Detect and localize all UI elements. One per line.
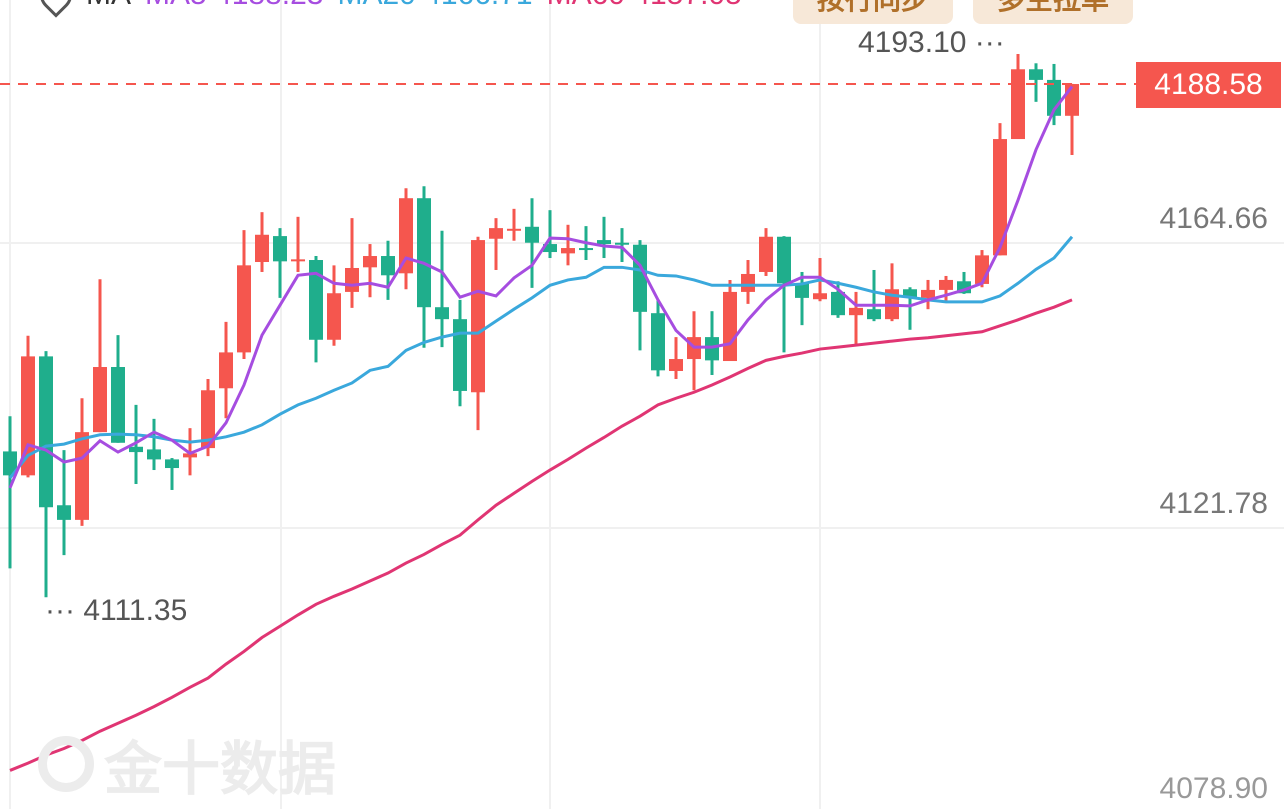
candle-down — [831, 291, 845, 316]
ma60-legend: MA60 4157.05 — [547, 0, 742, 12]
ma20-legend: MA20 4166.71 — [337, 0, 532, 12]
candle-down — [381, 256, 395, 276]
candle-down — [147, 449, 161, 460]
low-value: 4111.35 — [83, 594, 188, 627]
candle-down — [903, 289, 917, 298]
y-tick-label: 4078.90 — [1159, 772, 1268, 805]
candle-up — [849, 307, 863, 316]
candle-up — [723, 291, 737, 362]
candle-down — [615, 242, 629, 245]
jin10-logo-icon — [38, 736, 94, 792]
candle-down — [633, 244, 647, 312]
candle-down — [273, 236, 287, 262]
candle-down — [579, 248, 593, 251]
candle-down — [309, 260, 323, 340]
candle-up — [921, 289, 935, 298]
candle-up — [201, 390, 215, 449]
candle-down — [543, 244, 557, 253]
candle-down — [453, 319, 467, 391]
candle-up — [75, 432, 89, 520]
candle-up — [363, 256, 377, 268]
candle-up — [255, 234, 269, 263]
candle-up — [669, 359, 683, 372]
candle-up — [759, 236, 773, 272]
candle-up — [1011, 69, 1025, 140]
candle-down — [957, 281, 971, 294]
candle-down — [597, 240, 611, 245]
ma-label: MA — [86, 0, 131, 12]
candle-up — [183, 453, 197, 458]
candle-down — [129, 446, 143, 453]
candles — [3, 53, 1079, 598]
watermark: 金十数据 — [38, 722, 336, 806]
candle-up — [489, 228, 503, 239]
candle-down — [39, 356, 53, 508]
candle-down — [795, 283, 809, 298]
candle-up — [561, 248, 575, 254]
candle-up — [327, 293, 341, 340]
ma-legend: MA MA5 4188.23 MA20 4166.71 MA60 4157.05 — [33, 0, 742, 18]
candle-down — [1029, 69, 1043, 80]
candle-up — [291, 259, 305, 262]
candle-down — [3, 451, 17, 476]
last-price-tag: 4188.58 — [1136, 62, 1281, 108]
watermark-text: 金十数据 — [104, 737, 337, 802]
candle-up — [975, 255, 989, 284]
y-tick-label: 4164.66 — [1159, 202, 1268, 235]
candle-up — [93, 367, 107, 433]
candle-down — [417, 198, 431, 308]
candle-down — [165, 459, 179, 469]
candle-down — [705, 337, 719, 361]
long-short-button[interactable]: 多空拉单 — [973, 0, 1133, 24]
candle-up — [399, 198, 413, 274]
high-label: 4193.10 ··· — [858, 26, 1005, 59]
ma5-line — [8, 85, 1074, 489]
candle-up — [219, 352, 233, 389]
candle-up — [939, 279, 953, 290]
candle-down — [525, 226, 539, 243]
moving-average-lines — [8, 85, 1074, 772]
ma20-line — [8, 235, 1074, 479]
sync-button[interactable]: 按行同步 — [793, 0, 953, 24]
y-tick-label: 4121.78 — [1159, 487, 1268, 520]
candle-down — [867, 309, 881, 320]
candle-up — [813, 293, 827, 300]
high-value: 4193.10 — [858, 26, 967, 59]
candle-up — [741, 273, 755, 292]
candle-down — [777, 236, 791, 284]
candle-up — [993, 139, 1007, 256]
candle-up — [237, 265, 251, 353]
low-label: ··· 4111.35 — [45, 594, 188, 627]
ma5-legend: MA5 4188.23 — [145, 0, 323, 12]
candle-up — [345, 267, 359, 292]
ma60-line — [9, 298, 1073, 772]
candle-down — [57, 505, 71, 520]
candle-up — [471, 240, 485, 393]
candle-down — [435, 307, 449, 320]
candle-down — [111, 367, 125, 443]
candle-down — [651, 313, 665, 371]
candle-up — [507, 228, 521, 231]
